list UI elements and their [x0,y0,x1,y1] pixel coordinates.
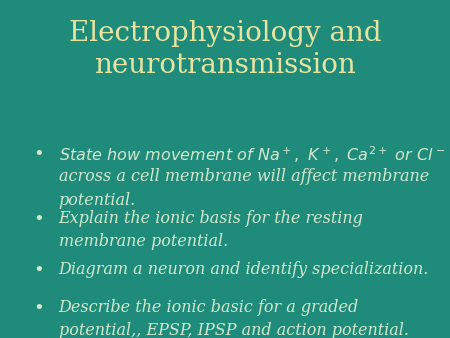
Text: Explain the ionic basis for the resting: Explain the ionic basis for the resting [58,210,364,226]
Text: •: • [33,210,44,227]
Text: potential,, EPSP, IPSP and action potential.: potential,, EPSP, IPSP and action potent… [58,322,409,338]
Text: $\mathit{State\ how\ movement\ of\ Na}^+\mathit{,\ K}^+\mathit{,\ Ca}^{2+}\mathi: $\mathit{State\ how\ movement\ of\ Na}^+… [58,145,445,165]
Text: Diagram a neuron and identify specialization.: Diagram a neuron and identify specializa… [58,261,429,277]
Text: •: • [33,261,44,279]
Text: •: • [33,299,44,317]
Text: across a cell membrane will affect membrane: across a cell membrane will affect membr… [58,168,429,185]
Text: membrane potential.: membrane potential. [58,233,228,250]
Text: potential.: potential. [58,192,136,209]
Text: Describe the ionic basic for a graded: Describe the ionic basic for a graded [58,299,359,316]
Text: Electrophysiology and
neurotransmission: Electrophysiology and neurotransmission [69,20,381,79]
Text: •: • [33,145,44,163]
